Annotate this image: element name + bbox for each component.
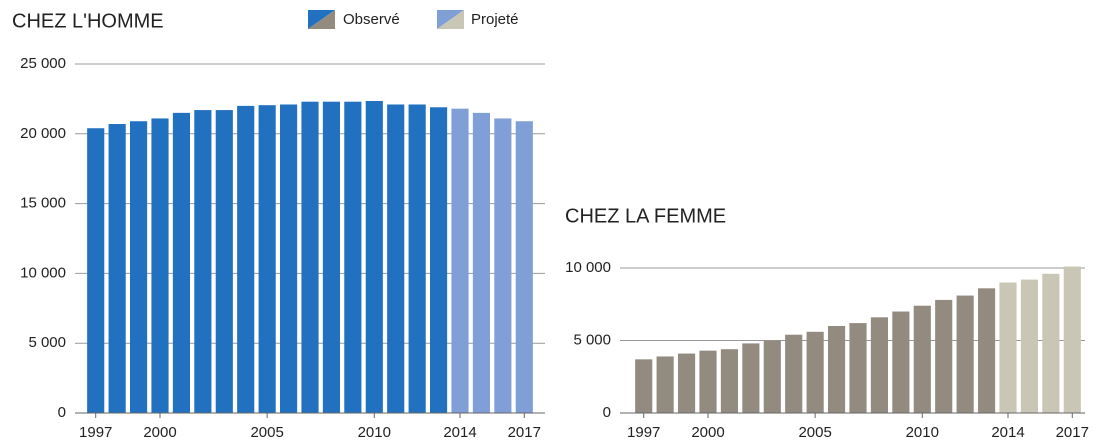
bar [258, 105, 276, 413]
x-tick-label: 2017 [508, 424, 541, 441]
bar [978, 288, 996, 413]
legend: Observé Projeté [343, 11, 519, 28]
y-tick-label: 20 000 [20, 125, 66, 142]
bar [635, 359, 653, 413]
x-tick-label: 2000 [691, 424, 724, 441]
x-tick-label: 2010 [906, 424, 939, 441]
bar [172, 112, 190, 414]
bar [785, 334, 803, 413]
bar [451, 108, 469, 413]
bar [130, 121, 148, 414]
chart-title: CHEZ L'HOMME [12, 10, 164, 32]
bar [237, 105, 255, 413]
bar [935, 299, 953, 413]
x-tick-label: 2005 [798, 424, 831, 441]
bar [742, 343, 760, 413]
x-tick-label: 2010 [358, 424, 391, 441]
y-tick-label: 25 000 [20, 55, 66, 72]
bar [999, 282, 1017, 413]
bar [892, 311, 910, 413]
bar [430, 107, 448, 413]
x-tick-label: 2014 [443, 424, 476, 441]
x-tick-label: 2005 [250, 424, 283, 441]
legend-swatch [437, 10, 464, 29]
bar [215, 110, 233, 414]
bar [828, 326, 846, 413]
y-tick-label: 10 000 [20, 264, 66, 281]
legend-label: Observé [343, 11, 400, 28]
x-tick-label: 1997 [79, 424, 112, 441]
bar [494, 118, 512, 413]
bar [849, 323, 867, 413]
bar [87, 128, 105, 413]
legend-label: Projeté [471, 11, 519, 28]
bar [870, 317, 888, 413]
bar [656, 356, 674, 413]
bar [763, 340, 781, 413]
bar [472, 112, 490, 414]
y-tick-label: 5 000 [28, 334, 66, 351]
y-tick-label: 10 000 [565, 259, 611, 276]
bar [151, 118, 169, 413]
bar [515, 121, 533, 414]
x-tick-label: 2014 [991, 424, 1024, 441]
bar [365, 100, 383, 413]
legend-swatch [308, 10, 335, 29]
x-tick-label: 2017 [1056, 424, 1089, 441]
bar [1063, 266, 1081, 413]
bar [806, 331, 824, 413]
bar [108, 124, 126, 413]
bar [678, 353, 696, 413]
bar [956, 295, 974, 413]
bar [720, 349, 738, 413]
bar [913, 305, 931, 413]
y-tick-label: 0 [58, 404, 66, 421]
y-tick-label: 15 000 [20, 195, 66, 212]
bar [408, 104, 426, 413]
x-tick-label: 1997 [627, 424, 660, 441]
bar [1020, 279, 1038, 413]
bar [1042, 273, 1060, 413]
chart-title: CHEZ LA FEMME [565, 205, 726, 227]
bar [344, 101, 362, 413]
bar [322, 101, 340, 413]
x-tick-label: 2000 [143, 424, 176, 441]
bar [194, 110, 212, 414]
y-tick-label: 0 [603, 404, 611, 421]
bar [301, 101, 319, 413]
bar [280, 104, 298, 413]
y-tick-label: 5 000 [573, 331, 611, 348]
bar [699, 350, 717, 413]
bar [387, 104, 405, 413]
